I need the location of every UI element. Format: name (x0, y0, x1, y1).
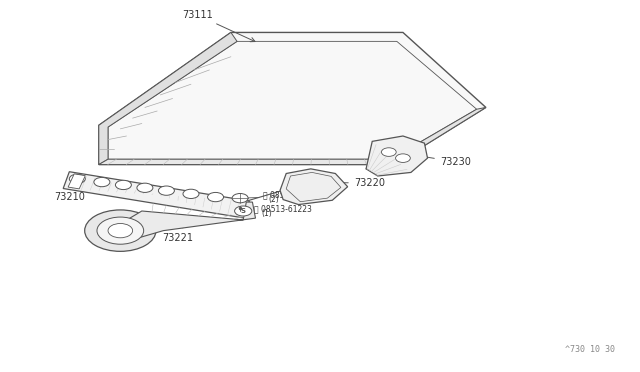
Polygon shape (99, 159, 394, 164)
Text: Ⓢ 08513-61223: Ⓢ 08513-61223 (263, 191, 321, 200)
Polygon shape (120, 202, 255, 241)
Polygon shape (390, 108, 486, 164)
Polygon shape (68, 174, 85, 189)
Circle shape (115, 180, 131, 190)
Text: 73111: 73111 (182, 10, 255, 42)
Circle shape (69, 174, 85, 183)
Text: Ⓢ 08513-61223: Ⓢ 08513-61223 (253, 205, 312, 214)
Text: 73221: 73221 (162, 222, 193, 243)
Circle shape (207, 192, 223, 202)
Circle shape (183, 189, 199, 199)
Circle shape (108, 224, 132, 238)
Circle shape (97, 217, 143, 244)
Text: S: S (241, 208, 246, 214)
Circle shape (232, 193, 248, 203)
Polygon shape (63, 172, 250, 218)
Polygon shape (280, 169, 348, 205)
Text: 73210: 73210 (54, 183, 92, 202)
Text: (2): (2) (268, 195, 279, 204)
Text: 73230: 73230 (415, 154, 470, 167)
Polygon shape (99, 32, 237, 164)
Text: ^730 10 30: ^730 10 30 (565, 345, 615, 354)
Circle shape (94, 177, 110, 187)
Circle shape (84, 210, 156, 251)
Circle shape (396, 154, 410, 163)
Circle shape (235, 206, 252, 216)
Circle shape (381, 148, 396, 156)
Text: (1): (1) (262, 209, 273, 218)
Circle shape (137, 183, 153, 192)
Circle shape (159, 186, 174, 195)
Text: 73220: 73220 (330, 178, 385, 188)
Polygon shape (366, 136, 428, 176)
Polygon shape (99, 32, 486, 164)
